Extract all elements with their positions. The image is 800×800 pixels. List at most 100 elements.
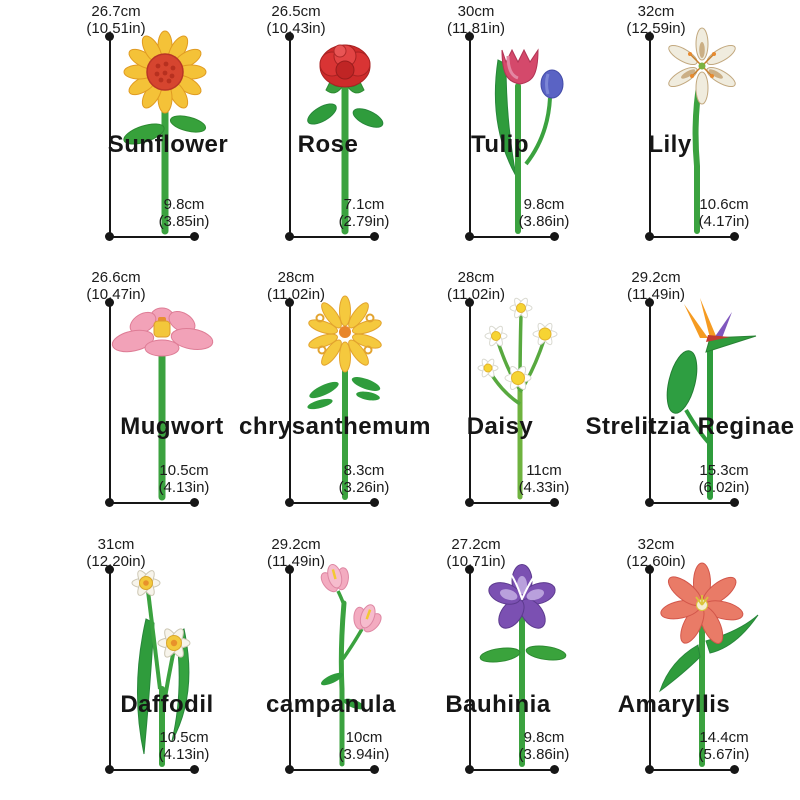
height-label: 26.5cm (10.43in) <box>240 3 352 37</box>
dimension-dot-bottom-left <box>285 765 294 774</box>
width-cm: 7.1cm <box>343 196 385 213</box>
height-dimension-line <box>109 570 111 770</box>
dimension-dot-bottom-right <box>730 498 739 507</box>
dimension-dot-bottom-right <box>730 765 739 774</box>
width-cm: 10.6cm <box>699 196 749 213</box>
width-cm: 14.4cm <box>699 729 749 746</box>
dimension-dot-top <box>285 565 294 574</box>
height-in: (10.51in) <box>86 20 146 37</box>
width-in: (4.13in) <box>158 746 210 763</box>
height-label: 28cm (11.02in) <box>420 269 532 303</box>
dimension-dot-bottom-left <box>645 498 654 507</box>
height-in: (11.49in) <box>266 553 326 570</box>
width-label: 14.4cm (5.67in) <box>668 729 780 763</box>
width-in: (3.86in) <box>518 746 570 763</box>
width-in: (3.94in) <box>338 746 390 763</box>
dimension-dot-top <box>465 298 474 307</box>
width-dimension-line <box>110 502 195 504</box>
height-cm: 26.5cm <box>271 3 321 20</box>
width-cm: 10cm <box>345 729 383 746</box>
width-in: (4.33in) <box>518 479 570 496</box>
height-label: 30cm (11.81in) <box>420 3 532 37</box>
dimension-dot-top <box>105 298 114 307</box>
lily-illustration <box>668 27 736 234</box>
height-label: 26.6cm (10.47in) <box>60 269 172 303</box>
width-dimension-line <box>470 769 555 771</box>
flower-card-daisy: 28cm (11.02in) 11cm (4.33in) D <box>420 266 600 533</box>
flower-name: Daisy <box>466 413 534 440</box>
width-in: (3.86in) <box>518 213 570 230</box>
height-dimension-line <box>649 570 651 770</box>
height-dimension-line <box>469 570 471 770</box>
flower-card-chrysanthemum: 28cm (11.02in) 8.3cm (3.26in) <box>239 266 430 533</box>
width-in: (2.79in) <box>338 213 390 230</box>
dimension-dot-bottom-left <box>105 232 114 241</box>
dimension-dot-bottom-right <box>190 498 199 507</box>
flower-name: chrysanthemum <box>239 413 431 440</box>
dimension-dot-top <box>105 565 114 574</box>
width-in: (5.67in) <box>698 746 750 763</box>
flower-name: Daffodil <box>120 691 214 718</box>
flower-grid: 26.7cm (10.51in) 9.8cm (3.85in) <box>60 0 794 800</box>
sunflower-illustration <box>123 30 207 235</box>
dimension-dot-bottom-left <box>105 498 114 507</box>
width-cm: 11cm <box>526 462 562 479</box>
height-dimension-line <box>109 303 111 503</box>
height-cm: 31cm <box>97 536 135 553</box>
height-dimension-line <box>469 303 471 503</box>
height-in: (12.59in) <box>626 20 686 37</box>
height-dimension-line <box>289 570 291 770</box>
height-label: 27.2cm (10.71in) <box>420 536 532 570</box>
chrysanthemum-illustration <box>307 295 382 500</box>
width-dimension-line <box>110 769 195 771</box>
strelitzia-illustration <box>666 298 757 500</box>
height-in: (12.60in) <box>626 553 686 570</box>
dimension-dot-bottom-left <box>285 232 294 241</box>
width-cm: 15.3cm <box>699 462 749 479</box>
width-cm: 9.8cm <box>163 196 205 213</box>
width-dimension-line <box>290 236 375 238</box>
width-cm: 9.8cm <box>523 729 565 746</box>
width-cm: 9.8cm <box>523 196 565 213</box>
flower-card-daffodil: 31cm (12.20in) 10.5cm (4.13in) <box>60 533 240 800</box>
flower-card-rose: 26.5cm (10.43in) 7.1cm (2.79in) Rose <box>240 0 420 266</box>
height-dimension-line <box>289 303 291 503</box>
height-cm: 30cm <box>457 3 495 20</box>
dimension-dot-top <box>465 565 474 574</box>
height-in: (11.81in) <box>446 20 506 37</box>
height-in: (10.47in) <box>86 286 146 303</box>
height-label: 28cm (11.02in) <box>240 269 352 303</box>
flower-name: Mugwort <box>120 413 224 440</box>
height-label: 32cm (12.60in) <box>600 536 712 570</box>
dimension-dot-top <box>285 32 294 41</box>
width-cm: 10.5cm <box>159 729 209 746</box>
dimension-dot-bottom-left <box>465 498 474 507</box>
height-cm: 28cm <box>277 269 315 286</box>
width-label: 10cm (3.94in) <box>308 729 420 763</box>
height-cm: 28cm <box>457 269 495 286</box>
dimension-dot-bottom-left <box>645 765 654 774</box>
height-label: 31cm (12.20in) <box>60 536 172 570</box>
flower-card-sunflower: 26.7cm (10.51in) 9.8cm (3.85in) <box>60 0 240 266</box>
campanula-illustration <box>320 563 382 767</box>
dimension-dot-top <box>645 32 654 41</box>
width-label: 10.5cm (4.13in) <box>128 462 240 496</box>
height-in: (10.71in) <box>446 553 506 570</box>
height-in: (10.43in) <box>266 20 326 37</box>
width-label: 10.5cm (4.13in) <box>128 729 240 763</box>
width-cm: 10.5cm <box>159 462 209 479</box>
flower-name: Lily <box>648 131 692 158</box>
height-label: 29.2cm (11.49in) <box>240 536 352 570</box>
width-dimension-line <box>650 769 735 771</box>
width-label: 9.8cm (3.85in) <box>128 196 240 230</box>
width-in: (4.13in) <box>158 479 210 496</box>
daffodil-illustration <box>131 570 191 767</box>
flower-name: Amaryllis <box>617 691 731 718</box>
width-in: (3.85in) <box>158 213 210 230</box>
height-cm: 27.2cm <box>451 536 501 553</box>
height-cm: 29.2cm <box>271 536 321 553</box>
height-dimension-line <box>469 37 471 237</box>
dimension-dot-bottom-left <box>105 765 114 774</box>
dimension-dot-top <box>645 298 654 307</box>
